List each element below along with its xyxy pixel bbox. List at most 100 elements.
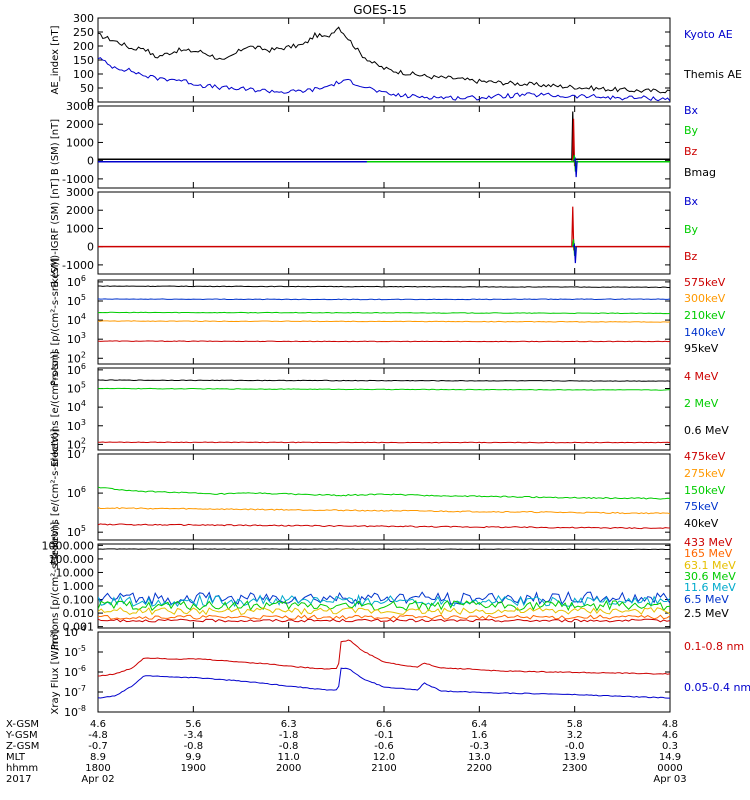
series-30-6-mev: [98, 599, 670, 612]
x-axis-value: -0.6: [374, 741, 394, 752]
y-tick-label: 106: [67, 274, 86, 289]
y-tick-label: 100.000: [49, 553, 95, 566]
x-axis-value: -0.0: [565, 741, 585, 752]
y-tick-label: 10.000: [56, 566, 95, 579]
x-axis-value: 4.6: [662, 730, 678, 741]
x-axis-value: 12.0: [373, 752, 395, 763]
x-axis-value: -1.8: [279, 730, 299, 741]
legend-kyoto-ae: Kyoto AE: [684, 28, 733, 41]
y-tick-exponent: 2: [81, 436, 86, 445]
panel-frame: [97, 191, 671, 275]
panel-frame: [97, 543, 671, 629]
y-tick-label: 105: [67, 381, 86, 396]
x-axis-value: 6.4: [471, 719, 487, 730]
y-axis-label: Xray Flux [W/m²]: [50, 629, 61, 714]
series-0-6-mev: [98, 379, 670, 382]
y-tick-label: 3000: [66, 100, 94, 113]
y-tick-label: 105: [67, 293, 86, 308]
y-tick-label: 300: [73, 12, 94, 25]
legend-bz: Bz: [684, 145, 698, 158]
series-2-mev: [98, 387, 670, 391]
x-axis-table: X-GSMY-GSMZ-GSMMLThhmm20174.6-4.8-0.78.9…: [5, 719, 687, 785]
x-axis-value: 8.9: [90, 752, 106, 763]
y-tick-exponent: 5: [81, 381, 86, 390]
x-axis-value: 11.0: [278, 752, 300, 763]
legend-95kev: 95keV: [684, 342, 719, 355]
series-575kev: [98, 340, 670, 343]
plot-area: [98, 486, 670, 530]
series-433-mev: [98, 618, 670, 623]
panel-frame: [97, 17, 671, 103]
x-axis-value: Apr 02: [81, 774, 114, 785]
panel-protons2: 0.0010.0100.1001.00010.000100.0001000.00…: [42, 522, 737, 650]
legend-40kev: 40keV: [684, 517, 719, 530]
plot-area: [98, 285, 670, 343]
y-tick-exponent: 3: [81, 331, 86, 340]
series-themis-ae: [98, 26, 670, 94]
legend-433-mev: 433 MeV: [684, 536, 733, 549]
x-axis-value: 1900: [181, 763, 206, 774]
plot-area: [98, 26, 670, 102]
legend-63-1-mev: 63.1 MeV: [684, 559, 736, 572]
y-tick-label: 103: [67, 331, 86, 346]
legend-210kev: 210keV: [684, 309, 726, 322]
legend-bz: Bz: [684, 250, 698, 263]
y-axis-label: Electrons [e/(cm²-s-sr)]: [50, 351, 61, 467]
legend-4-mev: 4 MeV: [684, 370, 719, 383]
x-axis-value: -0.8: [279, 741, 299, 752]
series-bx-spike: [573, 156, 578, 178]
series-bx-spike: [572, 242, 577, 264]
x-axis-value: 2100: [371, 763, 396, 774]
y-tick-label: 10-8: [64, 704, 86, 719]
x-axis-value: 2000: [276, 763, 301, 774]
legend-75kev: 75keV: [684, 500, 719, 513]
x-axis-value: 14.9: [659, 752, 681, 763]
y-tick-label: 1000: [66, 222, 94, 235]
panel-electrons2: 105 106 107 Electrons [e/(cm²-s-sr-keV)] 475…: [50, 428, 726, 565]
legend-0-05-0-4-nm: 0.05-0.4 nm: [684, 681, 750, 694]
series-11-6-mev: [98, 593, 670, 608]
legend-30-6-mev: 30.6 MeV: [684, 570, 736, 583]
x-axis-value: 4.6: [90, 719, 106, 730]
series-63-1-mev: [98, 606, 670, 616]
x-axis-value: 3.2: [567, 730, 583, 741]
y-tick-label: 0.001: [63, 621, 95, 634]
legend-11-6-mev: 11.6 MeV: [684, 581, 736, 594]
series-2-5-mev: [98, 548, 670, 551]
x-axis-value: 2200: [467, 763, 492, 774]
legend-bmag: Bmag: [684, 166, 716, 179]
x-axis-value: -4.8: [88, 730, 108, 741]
y-tick-exponent: -8: [78, 704, 86, 713]
y-axis-label: B (SM)-IGRF (SM) [nT]: [50, 178, 61, 287]
plot-area: [98, 639, 670, 699]
legend-165-mev: 165 MeV: [684, 547, 733, 560]
y-tick-label: -1000: [62, 173, 94, 186]
legend-6-5-mev: 6.5 MeV: [684, 593, 729, 606]
y-tick-exponent: 5: [81, 293, 86, 302]
x-axis-value: Apr 03: [653, 774, 686, 785]
y-tick-label: 103: [67, 418, 86, 433]
y-tick-label: 1000.000: [42, 539, 95, 552]
series-475kev: [98, 523, 670, 530]
y-tick-exponent: 3: [81, 418, 86, 427]
legend-2-mev: 2 MeV: [684, 397, 719, 410]
panel-frame: [97, 105, 671, 189]
legend-575kev: 575keV: [684, 276, 726, 289]
y-tick-label: 50: [80, 82, 94, 95]
x-axis-value: 2300: [562, 763, 587, 774]
y-tick-label: 0.100: [63, 594, 95, 607]
legend-by: By: [684, 223, 699, 236]
legend-bx: Bx: [684, 104, 699, 117]
legend-by: By: [684, 124, 699, 137]
y-tick-exponent: 6: [81, 485, 86, 494]
legend-150kev: 150keV: [684, 484, 726, 497]
x-axis-value: -0.1: [374, 730, 394, 741]
panel-frame: [97, 453, 671, 541]
series-95kev: [98, 285, 670, 289]
y-tick-label: 2000: [66, 204, 94, 217]
y-tick-exponent: 6: [81, 274, 86, 283]
y-tick-label: 1000: [66, 136, 94, 149]
